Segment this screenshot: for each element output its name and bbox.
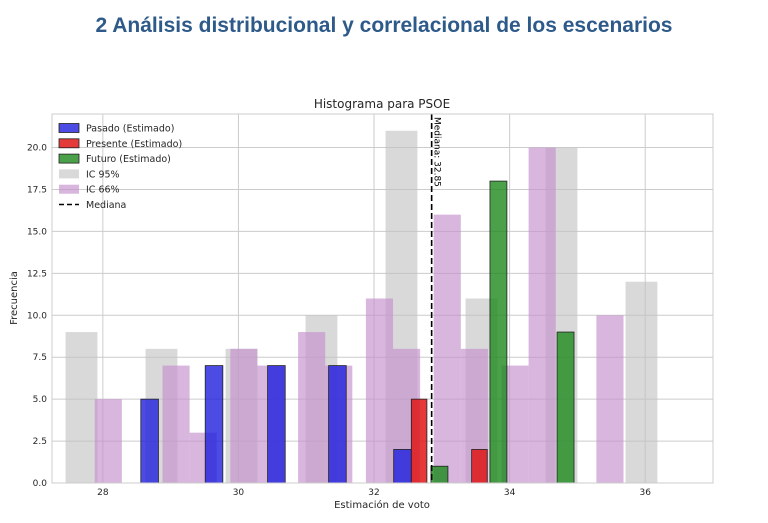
legend-swatch-ic66: [59, 184, 79, 194]
bar-pasado: [140, 398, 159, 484]
median-annotation: Mediana: 32.85: [432, 117, 442, 187]
x-axis-ticks: 28 30 32 34 36: [97, 488, 651, 498]
y-axis-ticks: 0.0 2.5 5.0 7.5 10.0 12.5 15.0 17.5 20.0: [27, 144, 47, 489]
legend-swatch-ic95: [59, 169, 79, 179]
legend-swatch-pasado: [58, 123, 80, 133]
legend-label: IC 95%: [86, 169, 120, 180]
legend-label: IC 66%: [86, 185, 120, 196]
y-tick-label: 10.0: [27, 311, 47, 321]
y-tick-label: 20.0: [27, 144, 47, 154]
plot-frame: [51, 113, 714, 484]
bar-pasado: [393, 449, 412, 484]
median-line-group: Mediana: 32.85: [430, 114, 442, 483]
y-axis-label: Frecuencia: [9, 271, 20, 325]
y-tick-label: 0.0: [33, 479, 48, 489]
bar-ic95: [65, 332, 98, 483]
legend: Pasado (Estimado) Presente (Estimado) Futu…: [58, 123, 182, 211]
x-axis-label: Estimación de voto: [334, 499, 430, 511]
bar-presente: [410, 398, 428, 484]
bar-ic66: [230, 348, 258, 483]
legend-label: Pasado (Estimado): [86, 124, 174, 135]
bar-futuro: [430, 465, 449, 484]
bar-pasado: [267, 365, 286, 484]
y-tick-label: 12.5: [27, 269, 47, 279]
x-tick-label: 36: [639, 488, 651, 498]
chart-title: Histograma para PSOE: [314, 97, 450, 111]
legend-swatch-futuro: [58, 153, 80, 164]
x-tick-label: 30: [233, 488, 245, 498]
x-tick-label: 34: [504, 488, 516, 498]
bar-futuro: [489, 180, 508, 484]
bar-presente: [471, 449, 488, 484]
bar-ic66: [596, 315, 624, 483]
legend-label: Futuro (Estimado): [86, 154, 171, 165]
bar-ic66: [162, 365, 190, 483]
bar-ic66: [433, 214, 461, 484]
x-tick-label: 32: [368, 488, 379, 498]
bar-ic95: [625, 281, 658, 483]
y-tick-label: 2.5: [33, 437, 47, 447]
legend-swatch-presente: [58, 138, 80, 149]
section-heading: 2 Análisis distribucional y correlaciona…: [95, 14, 673, 37]
y-tick-label: 17.5: [27, 185, 47, 195]
bar-pasado: [204, 365, 224, 484]
histogram-bars: [65, 130, 658, 484]
bar-futuro: [556, 331, 575, 484]
bar-ic66: [528, 147, 556, 483]
bar-pasado: [328, 365, 347, 484]
legend-label: Presente (Estimado): [86, 139, 182, 150]
x-tick-label: 28: [97, 488, 109, 498]
y-tick-label: 15.0: [27, 227, 47, 237]
bar-ic66: [94, 399, 122, 483]
y-tick-label: 7.5: [33, 353, 47, 363]
legend-label: Mediana: [86, 200, 126, 211]
y-tick-label: 5.0: [33, 395, 48, 405]
bar-ic66: [365, 298, 394, 483]
bar-ic66: [298, 332, 326, 483]
